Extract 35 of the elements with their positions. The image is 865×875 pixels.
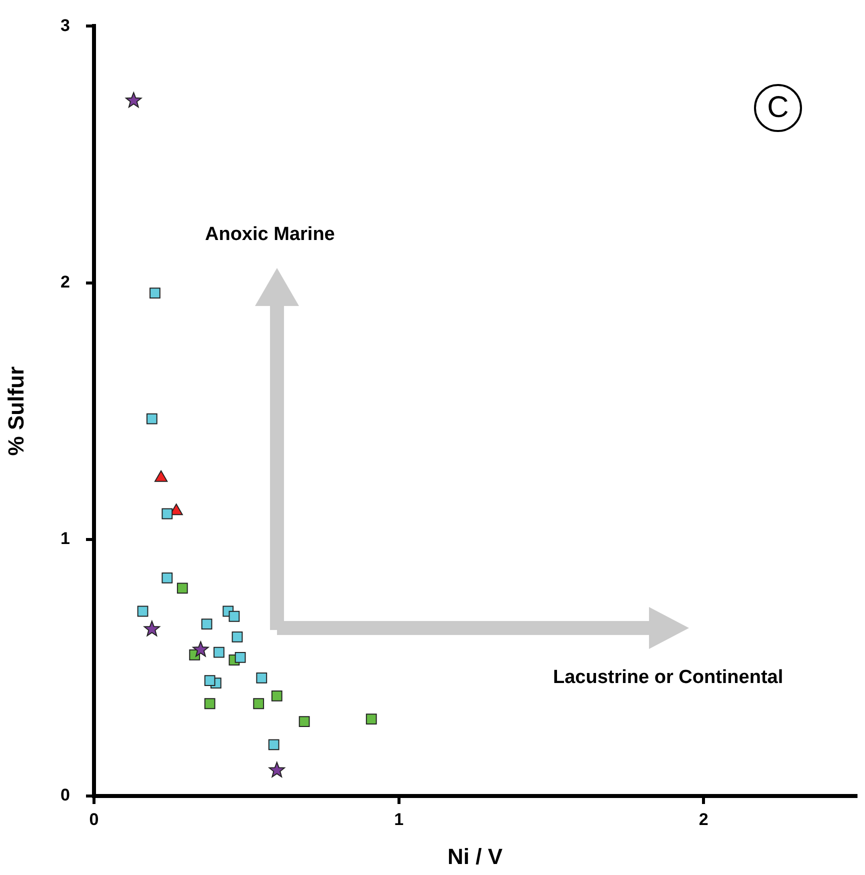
x-tick-label: 1 — [394, 810, 404, 829]
point — [256, 672, 268, 684]
x-tick-label: 2 — [698, 810, 708, 829]
x-axis-title: Ni / V — [447, 844, 503, 869]
point — [298, 716, 310, 728]
x-tick-label: 0 — [89, 810, 99, 829]
point — [162, 508, 173, 520]
y-axis-title: % Sulfur — [3, 366, 28, 456]
point — [214, 646, 224, 658]
point — [204, 698, 216, 710]
point — [137, 606, 148, 617]
annotation: C — [767, 91, 789, 125]
point — [126, 92, 142, 108]
point — [162, 572, 173, 584]
y-tick-label: 2 — [60, 272, 70, 292]
point — [146, 413, 158, 424]
point — [253, 698, 264, 710]
point — [366, 714, 377, 724]
point — [271, 690, 282, 702]
y-tick-label: 3 — [60, 16, 70, 35]
point — [232, 631, 243, 642]
annotation: Lacustrine or Continental — [553, 667, 784, 689]
y-tick-label: 1 — [60, 529, 70, 548]
annotation: Anoxic Marine — [205, 224, 335, 246]
point — [176, 582, 188, 594]
point — [144, 620, 160, 636]
y-tick-label: 0 — [60, 786, 70, 805]
point — [204, 675, 216, 686]
point — [192, 641, 209, 657]
point — [234, 652, 246, 663]
point — [150, 288, 160, 299]
point — [228, 610, 240, 622]
point — [268, 762, 285, 778]
point — [201, 618, 212, 630]
point — [268, 739, 280, 750]
